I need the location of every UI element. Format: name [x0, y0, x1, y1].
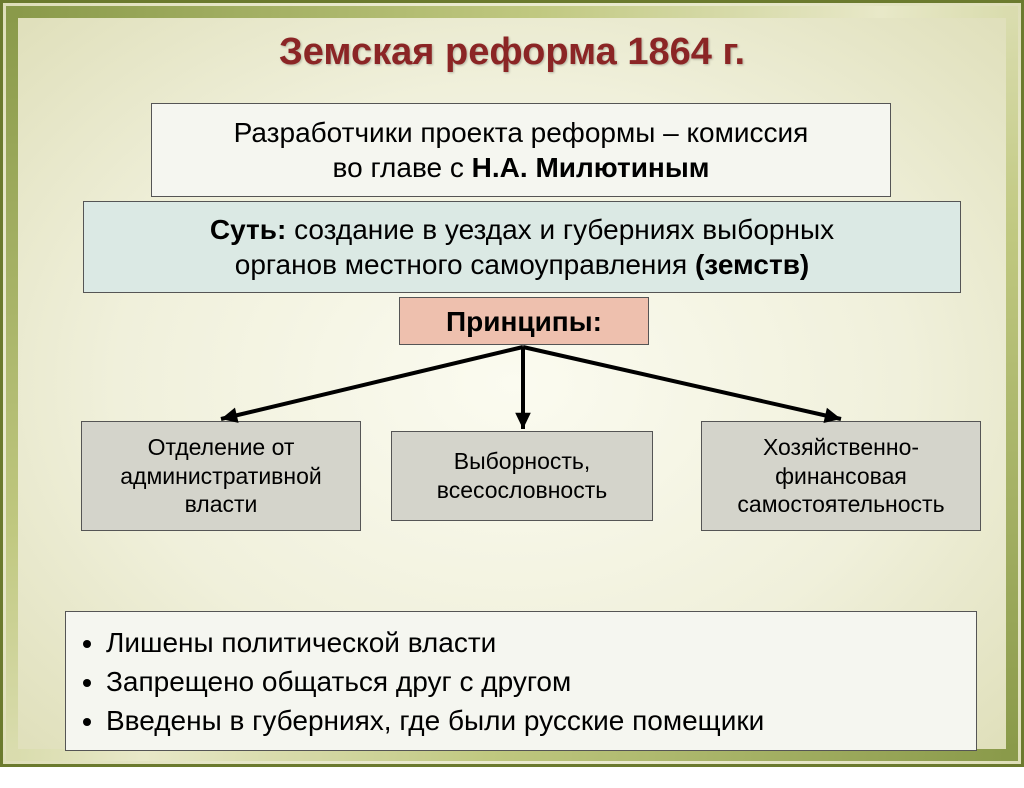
slide-title: Земская реформа 1864 г. — [21, 31, 1003, 74]
principle-box-1: Отделение отадминистративнойвласти — [81, 421, 361, 531]
box-developers: Разработчики проекта реформы – комиссияв… — [151, 103, 891, 197]
bullet-item: Запрещено общаться друг с другом — [106, 664, 764, 699]
text: всесословность — [437, 476, 608, 505]
slide-content: Земская реформа 1864 г. Разработчики про… — [21, 21, 1003, 746]
text: Отделение от — [148, 433, 295, 462]
text: Разработчики проекта реформы – комиссия — [234, 115, 809, 150]
text: финансовая — [775, 462, 907, 491]
text: Суть: создание в уездах и губерниях выбо… — [210, 212, 834, 247]
bullets-box: Лишены политической власти Запрещено обща… — [65, 611, 977, 751]
text: Выборность, — [454, 447, 591, 476]
bullet-item: Введены в губерниях, где были русские по… — [106, 703, 764, 738]
box-essence: Суть: создание в уездах и губерниях выбо… — [83, 201, 961, 293]
text: самостоятельность — [737, 490, 944, 519]
slide-frame: Земская реформа 1864 г. Разработчики про… — [0, 0, 1024, 767]
text: Хозяйственно- — [763, 433, 919, 462]
principle-box-3: Хозяйственно-финансоваясамостоятельность — [701, 421, 981, 531]
bullet-item: Лишены политической власти — [106, 625, 764, 660]
box-principles-label: Принципы: — [399, 297, 649, 345]
text: власти — [185, 490, 258, 519]
text: Принципы: — [446, 304, 602, 339]
text: административной — [120, 462, 321, 491]
text: органов местного самоуправления (земств) — [235, 247, 809, 282]
text: во главе с Н.А. Милютиным — [333, 150, 710, 185]
principle-box-2: Выборность,всесословность — [391, 431, 653, 521]
